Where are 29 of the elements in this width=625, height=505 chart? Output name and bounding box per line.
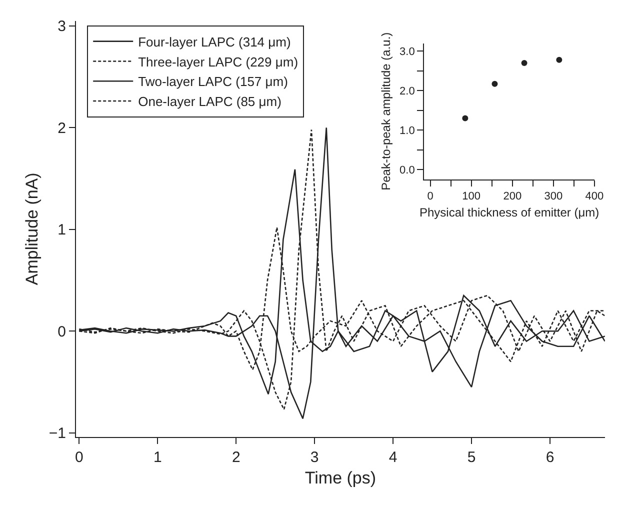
y-axis-title: Amplitude (nA) bbox=[22, 172, 42, 286]
y-tick-label: 1.0 bbox=[400, 124, 415, 137]
legend-label: One-layer LAPC (85 μm) bbox=[138, 94, 282, 110]
x-tick-label: 5 bbox=[467, 448, 476, 466]
y-tick-label: 1 bbox=[58, 222, 66, 239]
y-tick-label: 3 bbox=[58, 18, 66, 36]
y-tick-label: −1 bbox=[48, 425, 66, 442]
x-tick-label: 4 bbox=[388, 448, 398, 466]
x-tick-label: 300 bbox=[544, 190, 563, 203]
y-tick-label: 3.0 bbox=[400, 46, 415, 58]
x-axis-title: Time (ps) bbox=[304, 468, 376, 488]
x-axis-title: Physical thickness of emitter (μm) bbox=[419, 206, 600, 220]
x-tick-label: 0 bbox=[427, 190, 434, 203]
legend-label: Four-layer LAPC (314 μm) bbox=[138, 34, 291, 50]
y-tick-label: 2 bbox=[58, 120, 66, 137]
y-tick-label: 2.0 bbox=[400, 85, 415, 98]
x-tick-label: 1 bbox=[153, 448, 162, 466]
x-tick-label: 6 bbox=[546, 448, 554, 466]
legend-label: Three-layer LAPC (229 μm) bbox=[138, 54, 298, 70]
x-tick-label: 2 bbox=[232, 448, 240, 466]
legend-label: Two-layer LAPC (157 μm) bbox=[138, 74, 288, 90]
y-tick-label: 0 bbox=[58, 323, 66, 340]
y-tick-label: 0.0 bbox=[400, 164, 415, 176]
x-tick-label: 0 bbox=[75, 448, 84, 466]
x-tick-label: 100 bbox=[462, 190, 481, 203]
x-tick-label: 200 bbox=[503, 190, 522, 203]
x-tick-label: 400 bbox=[585, 190, 604, 203]
x-tick-label: 3 bbox=[310, 448, 319, 466]
y-axis-title: Peak-to-peak amplitude (a.u.) bbox=[378, 32, 393, 190]
